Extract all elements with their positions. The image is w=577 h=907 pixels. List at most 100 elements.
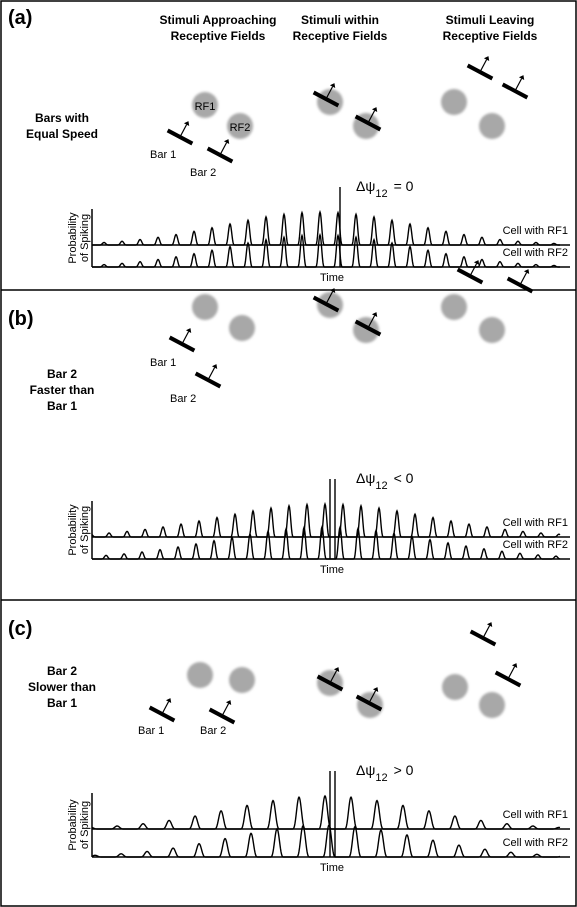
cell-label: Cell with RF2 bbox=[503, 247, 568, 259]
bar-label: Bar 2 bbox=[190, 167, 216, 179]
x-axis-label: Time bbox=[320, 564, 344, 576]
arrow-head bbox=[223, 139, 230, 145]
arrow-head bbox=[523, 269, 530, 275]
motion-arrow bbox=[479, 59, 488, 73]
arrow-head bbox=[183, 121, 190, 127]
spike-trace bbox=[92, 209, 560, 246]
panel-label: (c) bbox=[8, 618, 32, 640]
phase-relation: > 0 bbox=[394, 762, 414, 778]
arrow-head bbox=[483, 56, 490, 62]
condition-label: Faster than bbox=[30, 383, 95, 397]
cell-label: Cell with RF1 bbox=[503, 517, 568, 529]
cell-label: Cell with RF1 bbox=[503, 809, 568, 821]
y-axis-label: Probability bbox=[67, 504, 79, 556]
spike-trace bbox=[91, 524, 561, 560]
phase-relation: = 0 bbox=[394, 178, 414, 194]
arrow-head bbox=[333, 667, 340, 673]
condition-label: Bar 1 bbox=[47, 696, 77, 710]
column-header: Stimuli Approaching bbox=[160, 13, 277, 27]
phase-subscript: 12 bbox=[375, 772, 387, 784]
spike-trace bbox=[91, 823, 561, 858]
bar-label: Bar 2 bbox=[170, 393, 196, 405]
phase-label: Δψ12 < 0 bbox=[356, 470, 414, 492]
motion-arrow bbox=[469, 263, 478, 277]
phase-label: Δψ12 > 0 bbox=[356, 762, 414, 784]
bar-label: Bar 1 bbox=[138, 725, 164, 737]
bar-label: Bar 1 bbox=[150, 357, 176, 369]
arrow-head bbox=[371, 312, 378, 318]
y-axis-label: Probability bbox=[67, 212, 79, 264]
receptive-field bbox=[479, 317, 505, 343]
motion-arrow bbox=[161, 701, 170, 715]
receptive-field bbox=[442, 674, 468, 700]
column-header: Receptive Fields bbox=[443, 29, 538, 43]
cell-label: Cell with RF2 bbox=[503, 837, 568, 849]
rf-label: RF1 bbox=[195, 101, 216, 113]
motion-arrow bbox=[367, 315, 376, 329]
y-axis-label: of Spiking bbox=[79, 214, 91, 262]
arrow-head bbox=[486, 622, 493, 628]
receptive-field bbox=[479, 692, 505, 718]
column-header: Stimuli within bbox=[301, 13, 379, 27]
motion-arrow bbox=[482, 625, 491, 639]
motion-arrow bbox=[368, 690, 377, 704]
receptive-field bbox=[229, 315, 255, 341]
motion-arrow bbox=[367, 110, 376, 124]
motion-arrow bbox=[179, 124, 188, 138]
phase-relation: < 0 bbox=[394, 470, 414, 486]
phase-symbol: Δψ bbox=[356, 470, 375, 486]
x-axis-label: Time bbox=[320, 862, 344, 874]
panel-label: (a) bbox=[8, 7, 32, 29]
condition-label: Slower than bbox=[28, 680, 96, 694]
arrow-head bbox=[329, 288, 336, 294]
phase-symbol: Δψ bbox=[356, 178, 375, 194]
motion-arrow bbox=[325, 291, 334, 305]
motion-arrow bbox=[519, 272, 528, 286]
arrow-head bbox=[371, 107, 378, 113]
motion-arrow bbox=[207, 367, 216, 381]
column-header: Receptive Fields bbox=[293, 29, 388, 43]
arrow-head bbox=[372, 687, 379, 693]
phase-subscript: 12 bbox=[375, 188, 387, 200]
condition-label: Bar 2 bbox=[47, 367, 77, 381]
arrow-head bbox=[165, 698, 172, 704]
arrow-head bbox=[329, 83, 336, 89]
y-axis-label: of Spiking bbox=[79, 506, 91, 554]
receptive-field bbox=[441, 294, 467, 320]
condition-label: Equal Speed bbox=[26, 127, 98, 141]
receptive-field bbox=[187, 662, 213, 688]
column-header: Stimuli Leaving bbox=[446, 13, 535, 27]
bar-label: Bar 2 bbox=[200, 725, 226, 737]
motion-arrow bbox=[507, 666, 516, 680]
condition-label: Bar 1 bbox=[47, 399, 77, 413]
bar-label: Bar 1 bbox=[150, 149, 176, 161]
y-axis-label: of Spiking bbox=[79, 801, 91, 849]
phase-subscript: 12 bbox=[375, 480, 387, 492]
x-axis-label: Time bbox=[320, 272, 344, 284]
motion-arrow bbox=[221, 703, 230, 717]
panel-label: (b) bbox=[8, 308, 34, 330]
arrow-head bbox=[185, 328, 192, 334]
receptive-field bbox=[192, 294, 218, 320]
receptive-field bbox=[192, 92, 218, 118]
motion-arrow bbox=[329, 670, 338, 684]
motion-arrow bbox=[325, 86, 334, 100]
spike-trace bbox=[92, 232, 560, 268]
motion-arrow bbox=[181, 331, 190, 345]
cell-label: Cell with RF2 bbox=[503, 539, 568, 551]
phase-symbol: Δψ bbox=[356, 762, 375, 778]
arrow-head bbox=[518, 75, 525, 81]
spike-trace bbox=[91, 794, 561, 830]
condition-label: Bar 2 bbox=[47, 664, 77, 678]
receptive-field bbox=[479, 113, 505, 139]
spike-trace bbox=[91, 501, 561, 538]
phase-label: Δψ12 = 0 bbox=[356, 178, 414, 200]
rf-label: RF2 bbox=[230, 122, 251, 134]
motion-arrow bbox=[514, 78, 523, 92]
arrow-head bbox=[473, 260, 480, 266]
arrow-head bbox=[511, 663, 518, 669]
column-header: Receptive Fields bbox=[171, 29, 266, 43]
cell-label: Cell with RF1 bbox=[503, 225, 568, 237]
